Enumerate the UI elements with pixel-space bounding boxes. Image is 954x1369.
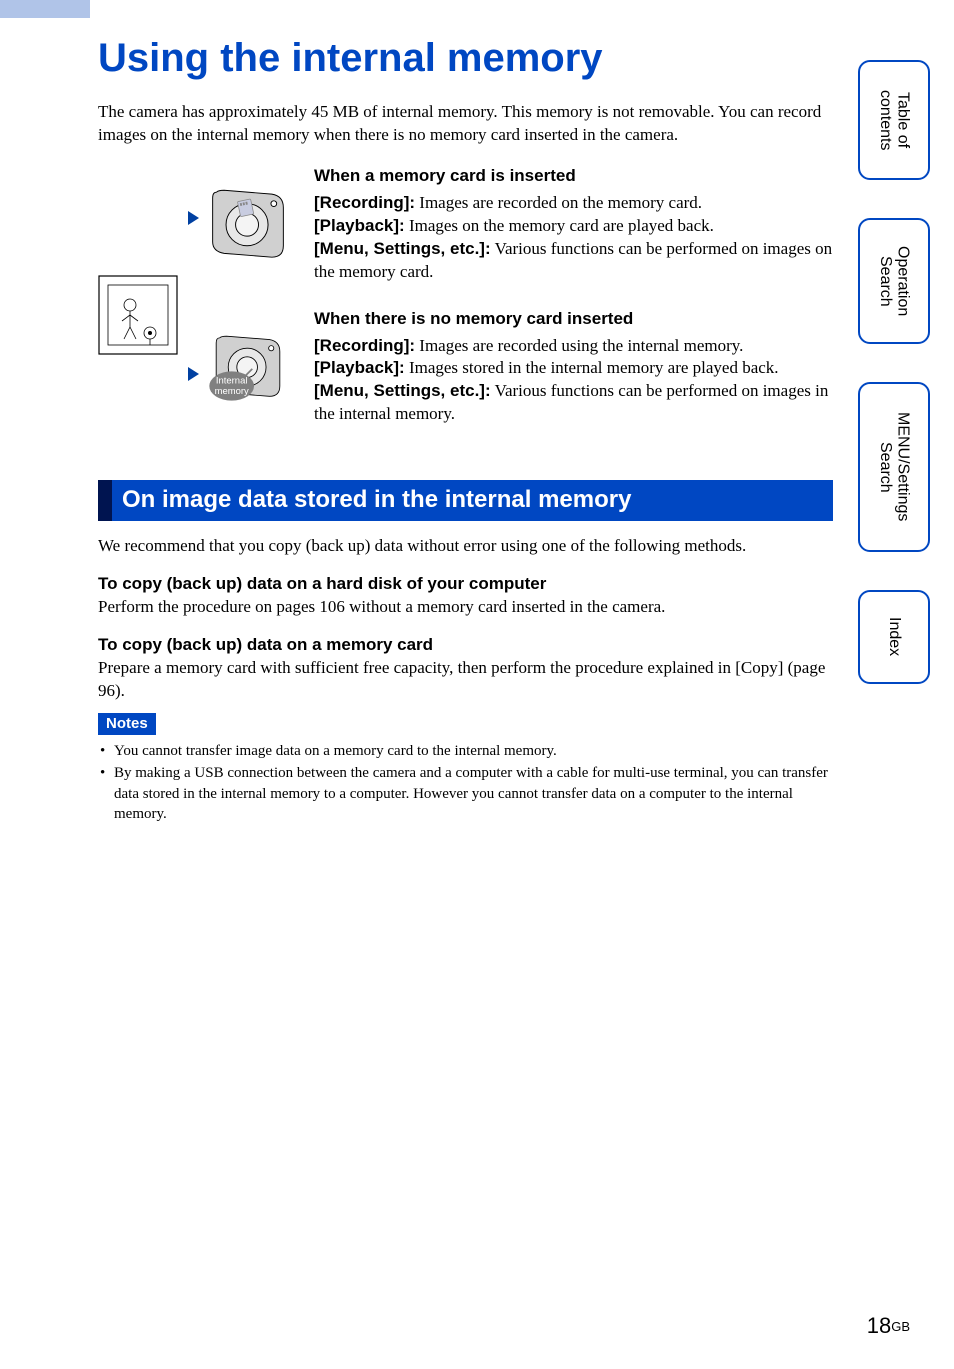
no-card-group: When there is no memory card inserted [R… xyxy=(314,308,833,427)
tab-index[interactable]: Index xyxy=(858,590,930,684)
diagram-descriptions: When a memory card is inserted [Recordin… xyxy=(314,165,833,450)
playback-label-2: [Playback]: xyxy=(314,358,405,377)
note-item: By making a USB connection between the c… xyxy=(98,763,833,824)
notes-list: You cannot transfer image data on a memo… xyxy=(98,741,833,824)
internal-memory-label: Internal xyxy=(216,375,248,386)
tab-label: Index xyxy=(885,608,903,666)
playback-text-2: Images stored in the internal memory are… xyxy=(405,358,779,377)
menu-label: [Menu, Settings, etc.]: xyxy=(314,239,491,258)
tab-table-of-contents[interactable]: Table ofcontents xyxy=(858,60,930,180)
photo-frame-illustration xyxy=(98,275,178,355)
page-number: 18GB xyxy=(867,1313,910,1339)
playback-label: [Playback]: xyxy=(314,216,405,235)
page-title: Using the internal memory xyxy=(98,36,833,81)
notes-badge: Notes xyxy=(98,713,156,735)
recording-text: Images are recorded on the memory card. xyxy=(415,193,702,212)
note-item: You cannot transfer image data on a memo… xyxy=(98,741,833,761)
recording-line-2: [Recording]: Images are recorded using t… xyxy=(314,335,833,358)
arrow-right-icon xyxy=(188,211,199,225)
page-content: Using the internal memory The camera has… xyxy=(98,36,833,826)
diagram-row: Internal memory When a memory card is in… xyxy=(98,165,833,450)
hd-backup-heading: To copy (back up) data on a hard disk of… xyxy=(98,574,833,594)
playback-line: [Playback]: Images on the memory card ar… xyxy=(314,215,833,238)
mc-backup-heading: To copy (back up) data on a memory card xyxy=(98,635,833,655)
recording-label: [Recording]: xyxy=(314,193,415,212)
menu-label-2: [Menu, Settings, etc.]: xyxy=(314,381,491,400)
page-number-suffix: GB xyxy=(891,1319,910,1334)
playback-line-2: [Playback]: Images stored in the interna… xyxy=(314,357,833,380)
diagram-illustrations: Internal memory xyxy=(98,165,298,450)
mc-backup-text: Prepare a memory card with sufficient fr… xyxy=(98,657,833,703)
tab-label: OperationSearch xyxy=(876,236,911,326)
no-card-heading: When there is no memory card inserted xyxy=(314,308,833,331)
arrow-right-icon xyxy=(188,367,199,381)
menu-line: [Menu, Settings, etc.]: Various function… xyxy=(314,238,833,284)
tab-label: Table ofcontents xyxy=(876,78,911,162)
recording-label-2: [Recording]: xyxy=(314,336,415,355)
recording-text-2: Images are recorded using the internal m… xyxy=(415,336,743,355)
card-inserted-group: When a memory card is inserted [Recordin… xyxy=(314,165,833,284)
camera-with-card-illustration xyxy=(205,175,291,261)
internal-memory-label-2: memory xyxy=(215,386,249,397)
hd-backup-text: Perform the procedure on pages 106 witho… xyxy=(98,596,833,619)
recording-line: [Recording]: Images are recorded on the … xyxy=(314,192,833,215)
tab-label: MENU/SettingsSearch xyxy=(876,400,911,534)
playback-text: Images on the memory card are played bac… xyxy=(405,216,714,235)
section-heading-bar: On image data stored in the internal mem… xyxy=(98,480,833,521)
page-number-value: 18 xyxy=(867,1313,891,1338)
intro-paragraph: The camera has approximately 45 MB of in… xyxy=(98,101,833,147)
menu-line-2: [Menu, Settings, etc.]: Various function… xyxy=(314,380,833,426)
recommend-paragraph: We recommend that you copy (back up) dat… xyxy=(98,535,833,558)
tab-menu-settings-search[interactable]: MENU/SettingsSearch xyxy=(858,382,930,552)
card-inserted-heading: When a memory card is inserted xyxy=(314,165,833,188)
header-accent-stripe xyxy=(0,0,90,18)
side-tabs: Table ofcontents OperationSearch MENU/Se… xyxy=(858,60,938,722)
tab-operation-search[interactable]: OperationSearch xyxy=(858,218,930,344)
camera-internal-memory-illustration: Internal memory xyxy=(205,331,291,417)
